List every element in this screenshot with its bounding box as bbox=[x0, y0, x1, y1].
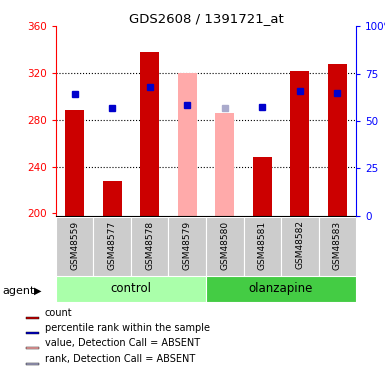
Bar bbox=[253, 157, 272, 216]
Text: count: count bbox=[45, 308, 72, 318]
Bar bbox=[290, 70, 309, 216]
Bar bbox=[206, 217, 243, 276]
Bar bbox=[178, 73, 197, 216]
Bar bbox=[281, 217, 319, 276]
Text: control: control bbox=[110, 282, 151, 295]
Text: GSM48583: GSM48583 bbox=[333, 220, 342, 270]
Bar bbox=[244, 217, 281, 276]
Bar bbox=[27, 363, 39, 364]
Text: agent: agent bbox=[2, 286, 34, 296]
Text: GSM48580: GSM48580 bbox=[220, 220, 229, 270]
Bar bbox=[169, 217, 206, 276]
Bar bbox=[140, 52, 159, 216]
Text: ▶: ▶ bbox=[34, 286, 41, 296]
Bar bbox=[56, 217, 94, 276]
Text: rank, Detection Call = ABSENT: rank, Detection Call = ABSENT bbox=[45, 354, 195, 364]
Bar bbox=[215, 113, 234, 216]
Bar bbox=[318, 217, 356, 276]
Bar bbox=[131, 217, 169, 276]
Text: olanzapine: olanzapine bbox=[249, 282, 313, 295]
Text: GSM48582: GSM48582 bbox=[295, 220, 304, 269]
Text: percentile rank within the sample: percentile rank within the sample bbox=[45, 323, 209, 333]
Text: GSM48577: GSM48577 bbox=[108, 220, 117, 270]
Bar bbox=[65, 110, 84, 216]
Bar bbox=[27, 317, 39, 319]
Text: GSM48579: GSM48579 bbox=[183, 220, 192, 270]
Bar bbox=[103, 180, 122, 216]
Text: GSM48581: GSM48581 bbox=[258, 220, 267, 270]
Title: GDS2608 / 1391721_at: GDS2608 / 1391721_at bbox=[129, 12, 283, 25]
Text: GSM48559: GSM48559 bbox=[70, 220, 79, 270]
Text: GSM48578: GSM48578 bbox=[145, 220, 154, 270]
Text: value, Detection Call = ABSENT: value, Detection Call = ABSENT bbox=[45, 338, 200, 348]
Bar bbox=[206, 276, 356, 302]
Bar bbox=[93, 217, 131, 276]
Bar bbox=[56, 276, 206, 302]
Bar bbox=[27, 347, 39, 349]
Bar bbox=[328, 64, 347, 216]
Bar bbox=[27, 332, 39, 334]
